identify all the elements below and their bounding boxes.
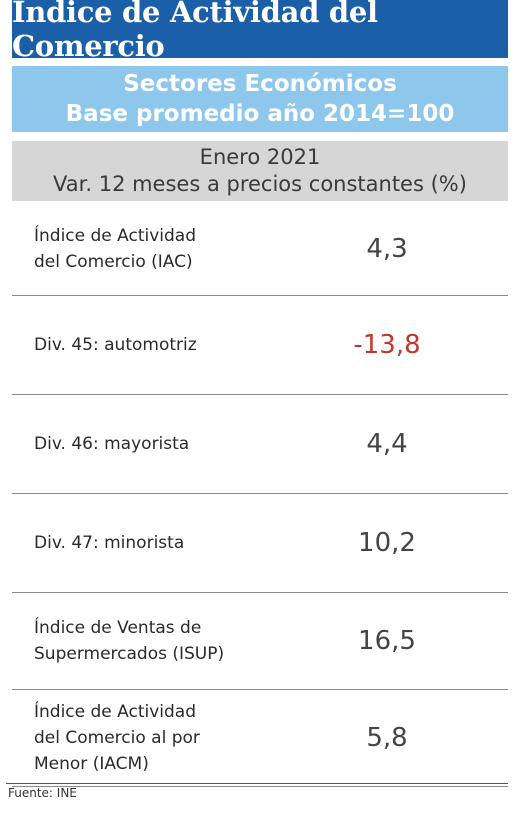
row-label-line: Div. 46: mayorista — [34, 434, 190, 454]
table-row: Div. 45: automotriz -13,8 — [12, 296, 508, 395]
row-label: Índice de Actividad del Comercio al por Me… — [34, 699, 304, 777]
subtitle-line-2: Base promedio año 2014=100 — [65, 101, 455, 127]
row-value: 10,2 — [358, 528, 416, 558]
subtitle-banner: Sectores Económicos Base promedio año 20… — [12, 66, 508, 132]
row-label-line: Div. 45: automotriz — [34, 335, 197, 355]
indicator-table: Índice de Actividad del Comercio (IAC) 4,3… — [12, 203, 508, 787]
row-label-line: Índice de Actividad — [34, 702, 197, 722]
row-label: Índice de Actividad del Comercio (IAC) — [34, 223, 304, 275]
period-banner: Enero 2021 Var. 12 meses a precios const… — [12, 141, 508, 201]
table-row: Índice de Actividad del Comercio (IAC) 4,3 — [12, 203, 508, 296]
row-label-line: Menor (IACM) — [34, 754, 149, 774]
row-label-line: Índice de Ventas de — [34, 618, 202, 638]
table-row: Div. 46: mayorista 4,4 — [12, 395, 508, 494]
row-value: 4,3 — [366, 234, 408, 264]
row-label-line: del Comercio al por — [34, 728, 200, 748]
table-row: Índice de Ventas de Supermercados (ISUP) 1… — [12, 593, 508, 690]
row-value: 5,8 — [366, 723, 408, 753]
row-value: -13,8 — [353, 330, 421, 360]
row-label-line: Índice de Actividad — [34, 226, 197, 246]
page-title: Índice de Actividad del Comercio — [12, 0, 508, 63]
row-label: Div. 45: automotriz — [34, 332, 304, 358]
row-value: 4,4 — [366, 429, 408, 459]
row-label: Índice de Ventas de Supermercados (ISUP) — [34, 615, 304, 667]
row-label-line: Supermercados (ISUP) — [34, 644, 225, 664]
table-row: Índice de Actividad del Comercio al por Me… — [12, 690, 508, 787]
table-row: Div. 47: minorista 10,2 — [12, 494, 508, 593]
row-label-line: Div. 47: minorista — [34, 533, 185, 553]
table-bottom-divider — [6, 783, 508, 784]
period-line-2: Var. 12 meses a precios constantes (%) — [53, 172, 467, 196]
source-note: Fuente: INE — [8, 786, 77, 800]
row-label: Div. 46: mayorista — [34, 431, 304, 457]
row-value: 16,5 — [358, 626, 416, 656]
row-label-line: del Comercio (IAC) — [34, 252, 193, 272]
period-line-1: Enero 2021 — [199, 145, 321, 169]
subtitle-line-1: Sectores Económicos — [123, 71, 397, 97]
row-label: Div. 47: minorista — [34, 530, 304, 556]
